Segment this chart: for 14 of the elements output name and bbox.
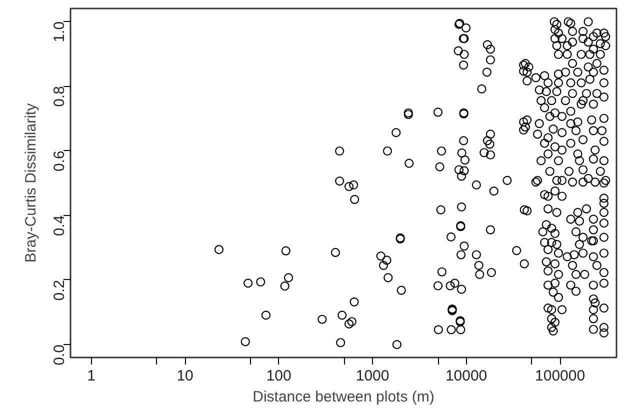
- x-tick-label: 1: [87, 368, 96, 384]
- y-tick-label: 0.2: [51, 280, 68, 301]
- x-tick-label: 100000: [535, 368, 586, 384]
- y-tick-label: 1.0: [51, 21, 68, 42]
- x-tick-label: 1000: [356, 368, 390, 384]
- x-tick-label: 10: [176, 368, 194, 384]
- x-tick-label: 100: [266, 368, 292, 384]
- y-tick-label: 0.0: [51, 344, 68, 366]
- y-tick-label: 0.4: [51, 215, 68, 236]
- y-axis-title: Bray-Curtis Dissimilarity: [22, 102, 40, 263]
- y-tick-label: 0.6: [51, 150, 68, 172]
- x-axis-title: Distance between plots (m): [252, 388, 434, 406]
- x-tick-label: 10000: [445, 368, 488, 384]
- y-tick-label: 0.8: [51, 86, 68, 107]
